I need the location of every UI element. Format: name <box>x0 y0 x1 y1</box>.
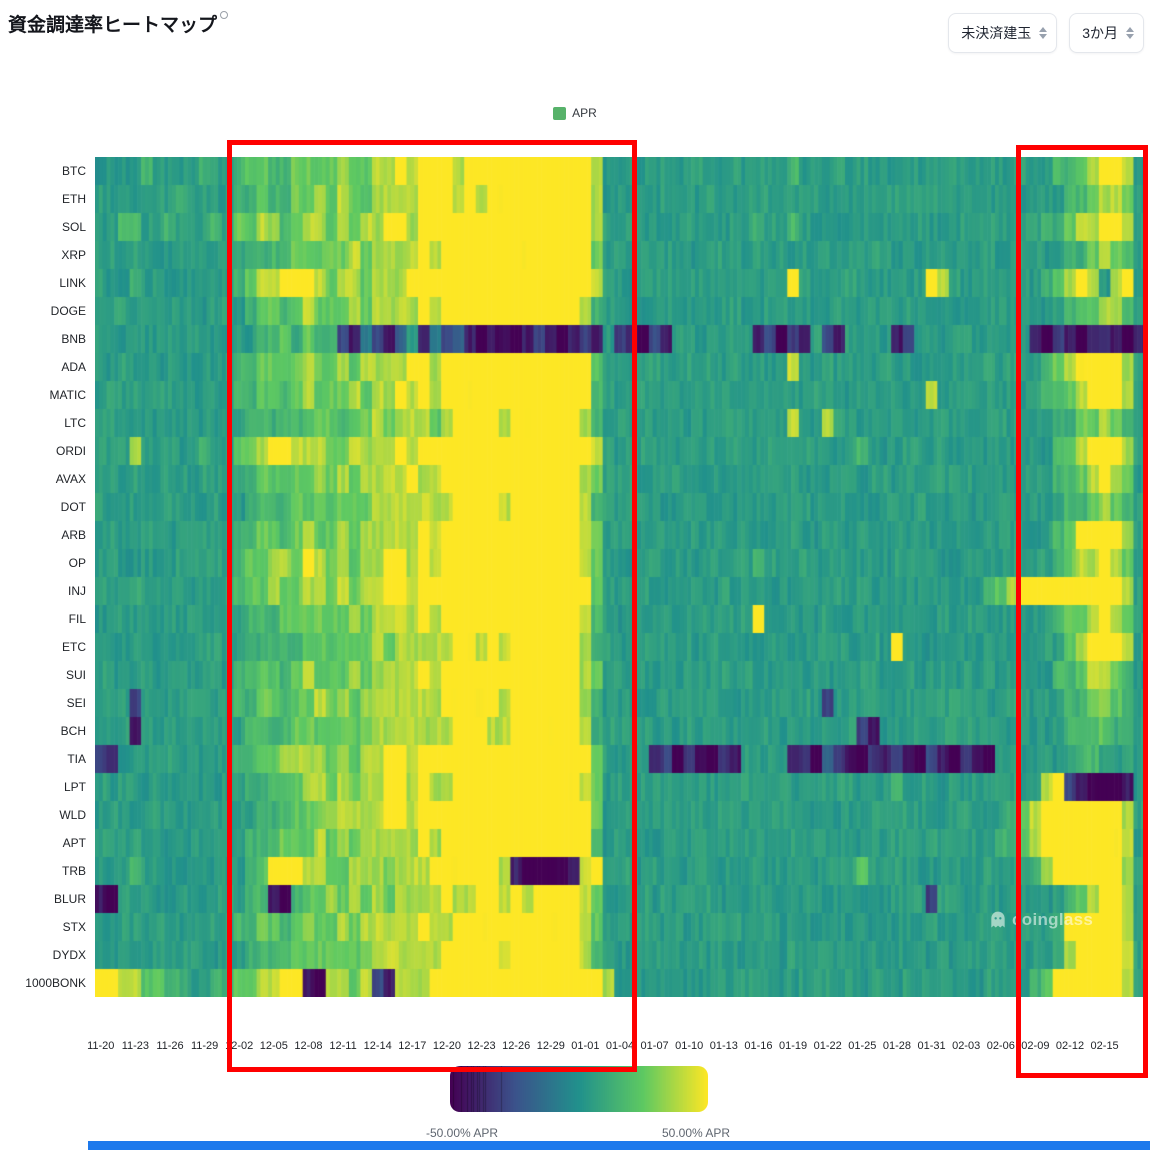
x-axis-label: 12-08 <box>294 1040 323 1052</box>
x-axis-label: 01-01 <box>571 1040 600 1052</box>
y-axis-label: SEI <box>66 696 86 710</box>
legend-apr-label: APR <box>572 106 597 120</box>
page-title: 資金調達率ヒートマップ <box>8 10 229 37</box>
x-axis-label: 12-26 <box>502 1040 531 1052</box>
y-axis-label: STX <box>62 920 86 934</box>
x-axis-label: 12-05 <box>259 1040 288 1052</box>
x-axis-label: 01-04 <box>605 1040 635 1052</box>
y-axis-label: ETH <box>62 192 86 206</box>
y-axis-label: BTC <box>62 164 86 178</box>
page-title-text: 資金調達率ヒートマップ <box>8 15 218 36</box>
y-axis-label: SUI <box>65 668 86 682</box>
y-axis-label: LINK <box>59 276 86 290</box>
range-select[interactable]: 3か月 <box>1069 13 1144 53</box>
metric-select-label: 未決済建玉 <box>961 25 1032 41</box>
x-axis-label: 01-07 <box>640 1040 669 1052</box>
y-axis-label: DOGE <box>50 304 86 318</box>
y-axis-label: ADA <box>61 360 86 374</box>
x-axis-label: 12-02 <box>225 1040 254 1052</box>
metric-select[interactable]: 未決済建玉 <box>948 13 1058 53</box>
y-axis-label: AVAX <box>55 472 86 486</box>
x-axis-label: 12-17 <box>398 1040 427 1052</box>
bottom-banner[interactable] <box>88 1141 1150 1150</box>
x-axis-label: 01-22 <box>813 1040 842 1052</box>
heatmap-canvas[interactable] <box>95 157 1145 997</box>
y-axis-label: DYDX <box>52 948 86 962</box>
x-axis-label: 02-03 <box>952 1040 981 1052</box>
y-axis-label: ETC <box>62 640 86 654</box>
x-axis-label: 01-10 <box>675 1040 704 1052</box>
x-axis-label: 01-13 <box>709 1040 738 1052</box>
y-axis-label: ARB <box>61 528 86 542</box>
x-axis-label: 01-28 <box>882 1040 911 1052</box>
y-axis-label: MATIC <box>49 388 86 402</box>
y-axis-label: BCH <box>60 724 86 738</box>
y-axis-label: DOT <box>60 500 86 514</box>
x-axis-label: 02-15 <box>1090 1040 1119 1052</box>
watermark-text: coinglass <box>1012 910 1094 929</box>
legend-apr-swatch <box>553 106 567 120</box>
y-axis-label: TIA <box>67 752 86 766</box>
y-axis-label: LTC <box>64 416 86 430</box>
x-axis-label: 12-14 <box>363 1040 392 1052</box>
x-axis-label: 12-11 <box>329 1040 357 1052</box>
header-controls: 未決済建玉 3か月 <box>948 13 1144 53</box>
y-axis-label: 1000BONK <box>25 976 86 990</box>
y-axis-label: BNB <box>61 332 86 346</box>
x-axis-label: 02-12 <box>1055 1040 1085 1052</box>
y-axis-label: XRP <box>61 248 86 262</box>
y-axis-label: INJ <box>68 584 86 598</box>
x-axis-label: 12-20 <box>432 1040 461 1052</box>
x-axis-label: 02-06 <box>986 1040 1015 1052</box>
colorbar-gradient[interactable] <box>450 1066 708 1112</box>
watermark: coinglass <box>988 910 1093 930</box>
x-axis-label: 11-29 <box>190 1040 219 1052</box>
x-axis-label: 11-20 <box>87 1040 115 1052</box>
updown-chevron-icon <box>1126 27 1134 39</box>
y-axis-label: SOL <box>61 220 86 234</box>
colorbar-min-label: -50.00% APR <box>425 1126 499 1140</box>
range-select-label: 3か月 <box>1082 25 1118 41</box>
legend-apr[interactable]: APR <box>0 106 1150 120</box>
x-axis-label: 12-23 <box>467 1040 496 1052</box>
x-axis-label: 01-25 <box>848 1040 877 1052</box>
x-axis-label: 12-29 <box>536 1040 565 1052</box>
y-axis-label: APT <box>62 836 86 850</box>
y-axis-label: BLUR <box>53 892 86 906</box>
y-axis-label: FIL <box>68 612 86 626</box>
help-icon[interactable] <box>220 11 229 19</box>
x-axis-label: 01-16 <box>744 1040 773 1052</box>
colorbar-max-label: 50.00% APR <box>661 1126 731 1140</box>
y-axis-label: ORDI <box>56 444 86 458</box>
y-axis-label: OP <box>68 556 86 570</box>
y-axis-label: LPT <box>63 780 86 794</box>
x-axis-label: 02-09 <box>1021 1040 1050 1052</box>
y-axis-label: WLD <box>59 808 86 822</box>
y-axis-label: TRB <box>62 864 86 878</box>
coinglass-ghost-icon <box>991 911 1005 928</box>
x-axis-label: 11-26 <box>156 1040 184 1052</box>
updown-chevron-icon <box>1039 27 1048 39</box>
x-axis-label: 11-23 <box>121 1040 150 1052</box>
colorbar[interactable]: -50.00% APR 50.00% APR <box>426 1066 730 1140</box>
x-axis-label: 01-19 <box>778 1040 808 1052</box>
x-axis-label: 01-31 <box>917 1040 946 1052</box>
